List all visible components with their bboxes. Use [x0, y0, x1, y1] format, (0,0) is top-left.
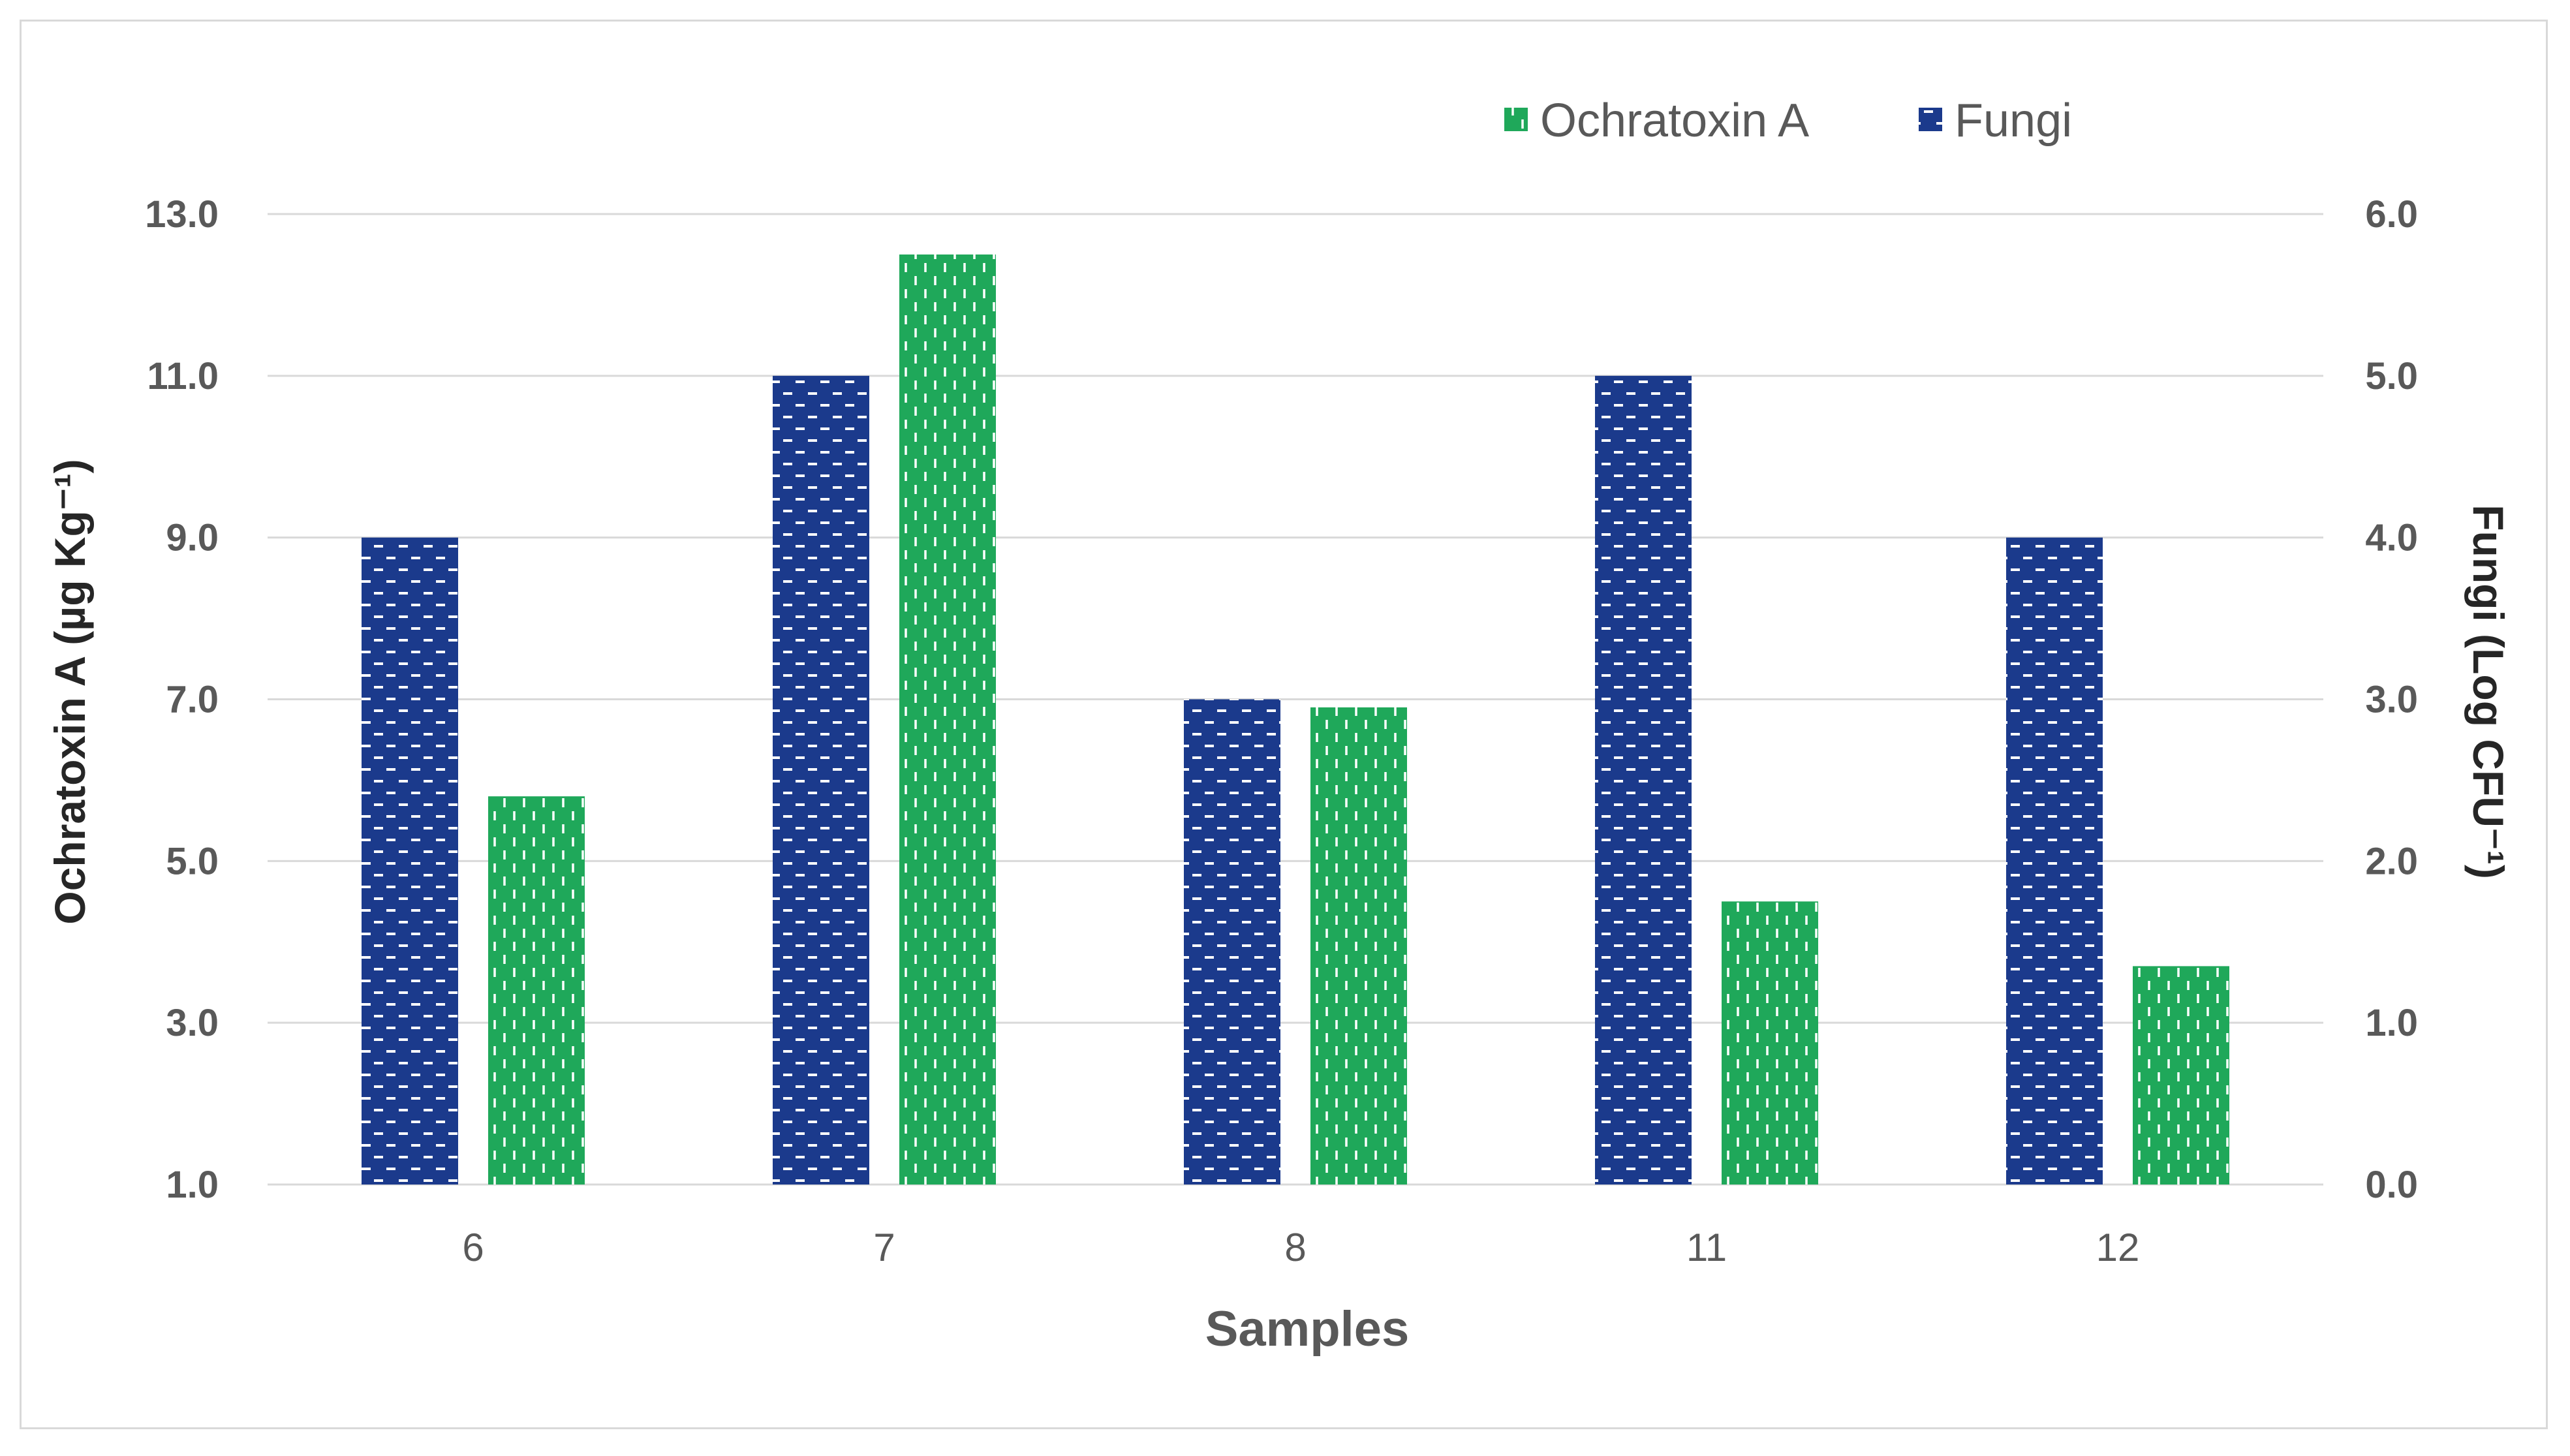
legend-swatch-fungi — [1919, 108, 1942, 131]
category-label: 7 — [873, 1226, 895, 1269]
left-tick-label: 1.0 — [166, 1164, 219, 1206]
gridlines — [268, 213, 2323, 1186]
left-tick-label: 13.0 — [145, 193, 219, 236]
right-tick-label: 3.0 — [2365, 679, 2418, 721]
right-tick-label: 5.0 — [2365, 355, 2418, 397]
right-tick-label: 0.0 — [2365, 1164, 2418, 1206]
right-tick-label: 4.0 — [2365, 517, 2418, 559]
bars — [362, 254, 2229, 1185]
left-tick-label: 11.0 — [147, 355, 219, 397]
category-labels: 6 7 8 11 12 — [462, 1226, 2139, 1269]
category-label: 6 — [462, 1226, 484, 1269]
right-tick-label: 6.0 — [2365, 193, 2418, 236]
bar-ochratoxin-8 — [1310, 707, 1407, 1185]
right-tick-label: 2.0 — [2365, 840, 2418, 882]
left-tick-label: 7.0 — [166, 679, 219, 721]
legend: Ochratoxin A Fungi — [1504, 95, 2072, 147]
left-axis-ticks: 1.0 3.0 5.0 7.0 9.0 11.0 13.0 — [145, 193, 219, 1206]
category-label: 12 — [2096, 1226, 2140, 1269]
legend-label-fungi: Fungi — [1955, 95, 2072, 147]
right-axis-ticks: 0.0 1.0 2.0 3.0 4.0 5.0 6.0 — [2365, 193, 2418, 1206]
right-tick-label: 1.0 — [2365, 1002, 2418, 1044]
left-tick-label: 3.0 — [166, 1002, 219, 1044]
bar-ochratoxin-6 — [488, 796, 585, 1185]
category-label: 8 — [1284, 1226, 1306, 1269]
left-tick-label: 9.0 — [166, 517, 219, 559]
bar-fungi-8 — [1184, 699, 1280, 1185]
bar-fungi-6 — [362, 537, 458, 1185]
category-label: 11 — [1686, 1226, 1727, 1269]
bar-fungi-7 — [773, 375, 869, 1185]
bar-fungi-12 — [2006, 537, 2103, 1185]
legend-label-ochratoxin: Ochratoxin A — [1540, 95, 1809, 147]
bar-ochratoxin-11 — [1722, 901, 1818, 1185]
left-axis-title: Ochratoxin A (µg Kg⁻¹) — [46, 459, 94, 924]
bar-fungi-11 — [1595, 375, 1692, 1185]
bar-ochratoxin-7 — [899, 254, 996, 1185]
left-tick-label: 5.0 — [166, 840, 219, 882]
right-axis-title: Fungi (Log CFU⁻¹) — [2464, 504, 2513, 879]
bar-ochratoxin-12 — [2133, 966, 2229, 1185]
x-axis-title: Samples — [1205, 1301, 1410, 1357]
legend-swatch-ochratoxin — [1504, 108, 1528, 131]
